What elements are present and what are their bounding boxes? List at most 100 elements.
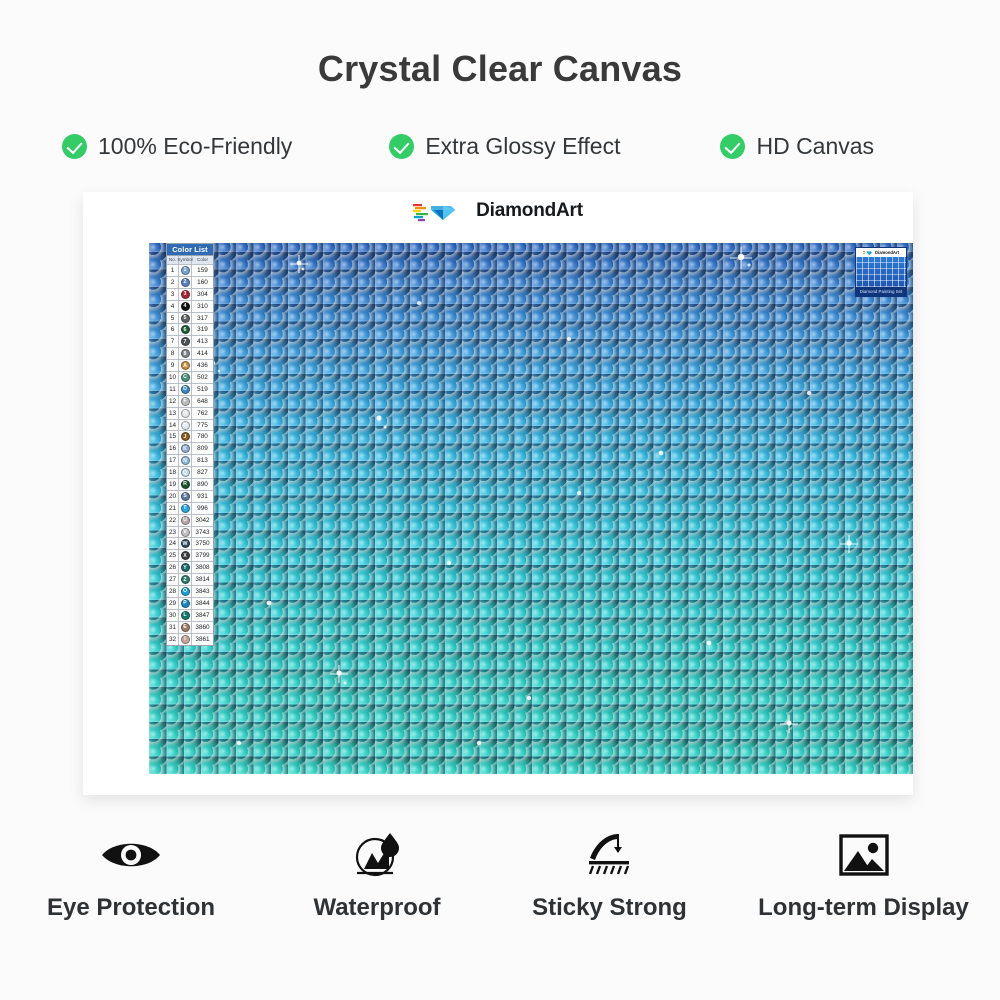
row-symbol-cell: Z	[178, 574, 192, 586]
feature-item-hd: HD Canvas	[720, 133, 874, 160]
table-row: 27 Z 3814	[167, 573, 213, 586]
diamond-logo-icon	[863, 250, 873, 255]
table-row: 15 J 780	[167, 430, 213, 443]
table-row: 29 P 3844	[167, 596, 213, 609]
color-swatch: T	[180, 503, 190, 513]
color-swatch: G	[180, 408, 190, 418]
row-number: 3	[170, 290, 175, 298]
table-row: 28 O 3843	[167, 585, 213, 597]
color-swatch: 1	[180, 265, 190, 275]
row-number: 7	[170, 338, 175, 346]
color-swatch: 7	[180, 337, 190, 347]
row-number: 11	[169, 385, 176, 393]
row-symbol-cell: E	[178, 621, 192, 633]
row-symbol-cell: N	[178, 455, 192, 467]
row-number: 31	[168, 623, 177, 631]
row-symbol-cell: A	[178, 360, 192, 372]
row-color-code: 519	[197, 385, 208, 393]
table-row: 14 H 775	[167, 418, 213, 431]
row-number: 4	[170, 302, 175, 310]
color-swatch: 2	[180, 277, 190, 287]
badge-brand-name: DiamondArt	[875, 250, 899, 255]
feature-item-glossy: Extra Glossy Effect	[389, 133, 620, 160]
color-swatch: J	[180, 432, 190, 442]
table-row: 26 Y 3808	[167, 561, 213, 574]
row-color-code: 780	[197, 433, 208, 441]
table-row: 31 E 3860	[167, 620, 213, 633]
row-symbol-cell: 5	[178, 312, 192, 324]
color-swatch: Z	[180, 575, 190, 585]
row-symbol-cell: L	[178, 609, 192, 621]
row-number: 19	[168, 481, 177, 489]
table-row: 18 Q 827	[167, 466, 213, 479]
row-number: 26	[168, 564, 177, 572]
row-color-code: 996	[197, 504, 208, 512]
table-row: 3 3 304	[167, 287, 213, 300]
color-swatch: 6	[180, 325, 190, 335]
table-row: 19 R 890	[167, 478, 213, 490]
column-header-color: Color	[197, 257, 208, 262]
color-list-table: Color List No. Symbol Color 1 1 159 2 2 160 3 3…	[166, 243, 214, 646]
row-color-code: 3750	[195, 540, 210, 548]
table-row: 10 C 502	[167, 371, 213, 383]
badge-artwork-thumb	[856, 257, 906, 287]
row-number: 17	[168, 457, 177, 465]
benefit-long-term-display: Long-term Display	[727, 826, 1000, 922]
table-row: 21 T 996	[167, 501, 213, 514]
color-swatch: U	[180, 515, 190, 525]
table-row: 5 5 317	[167, 311, 213, 324]
badge-caption: Diamond Painting Set	[856, 287, 906, 296]
table-row: 20 S 931	[167, 489, 213, 502]
diamond-logo-icon	[413, 204, 456, 222]
row-color-code: 813	[197, 457, 208, 465]
color-swatch: N	[180, 456, 190, 466]
row-symbol-cell: W	[178, 538, 192, 550]
row-color-code: 648	[197, 397, 208, 405]
row-symbol-cell: K	[178, 443, 192, 455]
row-number: 25	[168, 552, 177, 560]
row-symbol-cell: 2	[178, 276, 192, 288]
row-number: 1	[170, 267, 175, 274]
row-symbol-cell: G	[178, 407, 192, 419]
row-symbol-cell: 3	[178, 288, 192, 300]
row-number: 13	[168, 409, 177, 417]
table-row: 4 4 310	[167, 299, 213, 312]
row-color-code: 317	[197, 314, 208, 322]
color-swatch: W	[180, 539, 190, 549]
benefit-label: Eye Protection	[46, 894, 216, 921]
row-symbol-cell: D	[178, 383, 192, 395]
row-symbol-cell: P	[178, 597, 192, 609]
row-symbol-cell: J	[178, 431, 192, 443]
photo-icon	[727, 826, 1000, 884]
row-symbol-cell: I	[178, 633, 192, 645]
row-number: 10	[168, 374, 177, 382]
color-list-body: 1 1 159 2 2 160 3 3 304 4 4 310 5 5 317 6 6 319 7 7 413 8 8 414…	[167, 264, 213, 645]
benefit-waterproof: Waterproof	[262, 826, 492, 922]
table-row: 30 L 3847	[167, 608, 213, 621]
check-circle-icon	[720, 134, 746, 159]
row-color-code: 3743	[195, 528, 210, 536]
row-number: 21	[168, 504, 177, 512]
row-number: 29	[168, 599, 177, 607]
color-swatch: A	[180, 361, 190, 371]
row-number: 12	[168, 397, 177, 405]
color-list-header: No. Symbol Color	[167, 255, 213, 264]
color-swatch: 3	[180, 289, 190, 299]
color-swatch: 8	[180, 349, 190, 359]
row-color-code: 3847	[195, 611, 210, 619]
row-color-code: 931	[197, 492, 208, 500]
row-symbol-cell: C	[178, 372, 192, 383]
row-color-code: 3808	[195, 564, 210, 572]
row-color-code: 502	[197, 374, 208, 382]
row-color-code: 3042	[195, 516, 210, 524]
row-color-code: 3861	[195, 635, 210, 643]
row-symbol-cell: Q	[178, 467, 192, 479]
color-swatch: Y	[180, 563, 190, 573]
color-swatch: F	[180, 396, 190, 406]
row-color-code: 775	[197, 421, 208, 429]
eye-icon	[0, 826, 262, 884]
row-color-code: 827	[197, 469, 208, 477]
feature-label: Extra Glossy Effect	[425, 133, 621, 159]
row-color-code: 436	[197, 362, 208, 370]
